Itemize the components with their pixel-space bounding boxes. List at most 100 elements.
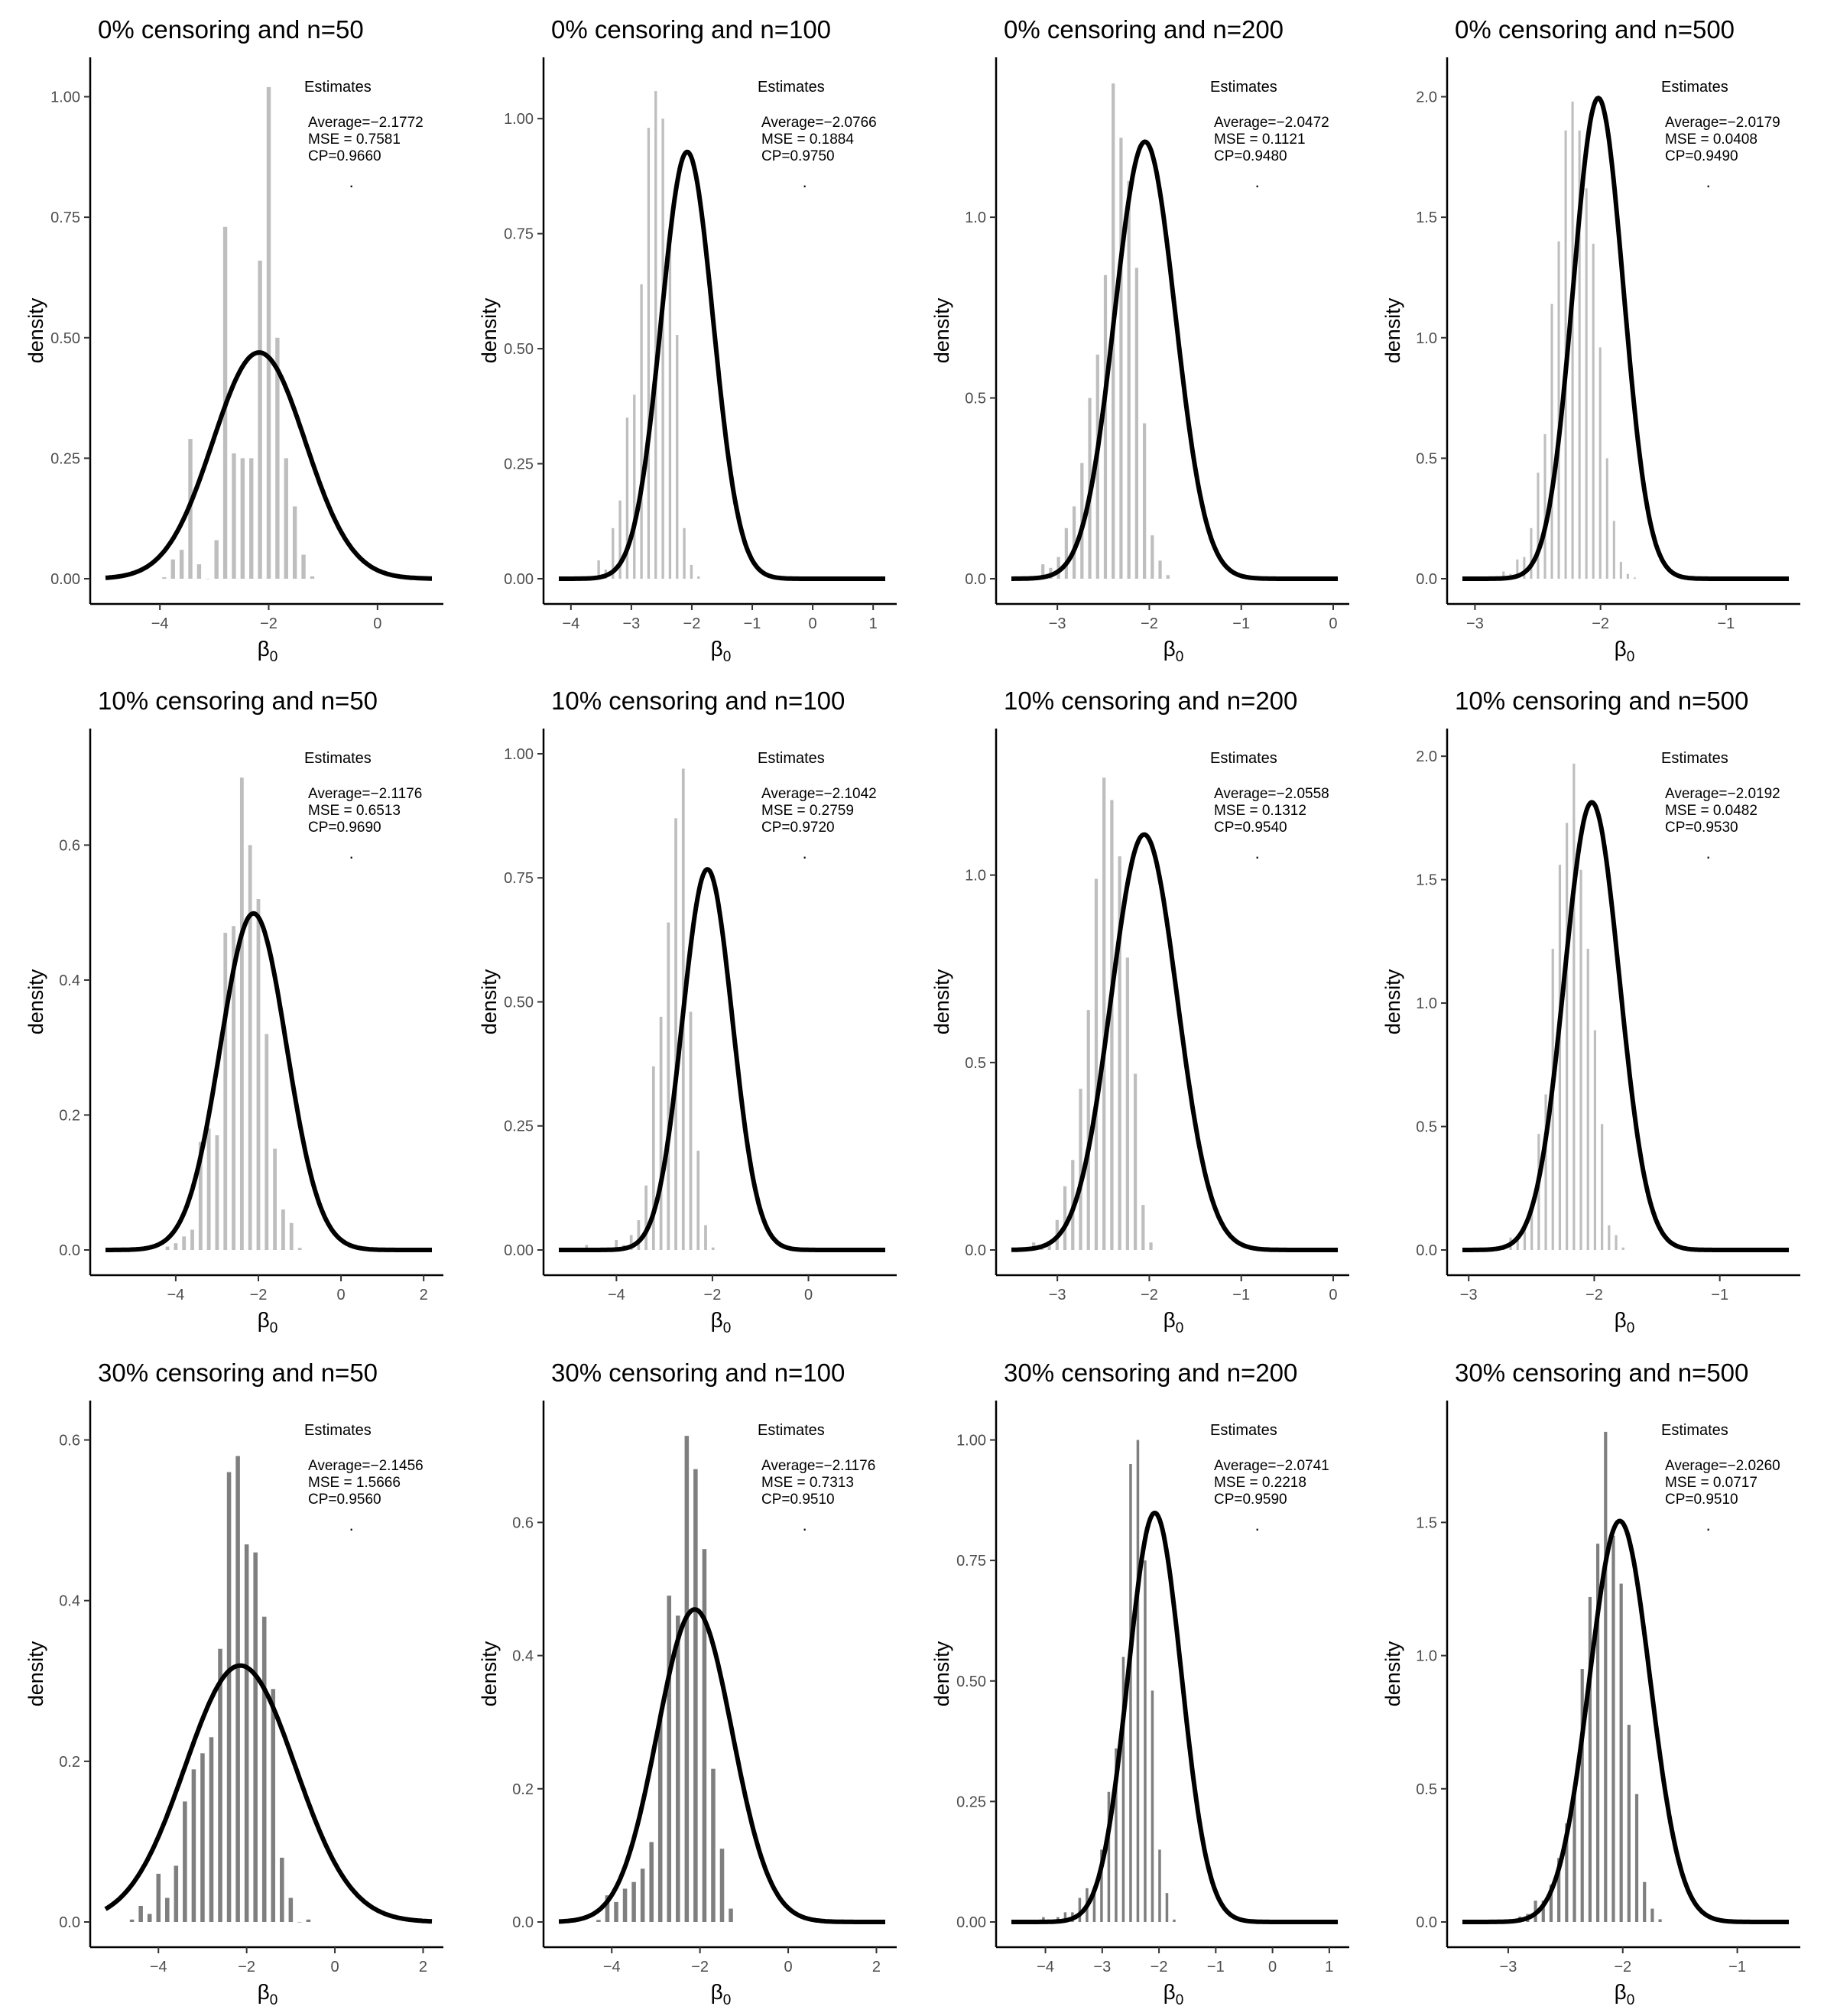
histogram-bar [667,922,670,1250]
chart-panel-1: 0% censoring and n=50 0.00 0.25 0.50 0.75 1.0… [24,15,443,665]
histogram-bar [1633,577,1636,579]
histogram-bar [719,1849,725,1922]
histogram-bar [1580,1669,1584,1922]
histogram-bar [1100,1849,1103,1922]
histogram-bar [292,506,297,579]
histogram-bar [174,1865,179,1922]
chart-title: 10% censoring and n=200 [1004,687,1297,715]
histogram-bar [640,284,643,579]
histogram-bar [696,1151,700,1250]
chart-title: 30% censoring and n=200 [1004,1359,1297,1387]
legend-title: Estimates [1661,79,1728,96]
histogram-bar [697,576,700,579]
x-tick-label: −1 [1232,615,1250,632]
x-tick-label: −1 [1728,1959,1746,1975]
x-tick-label: 0 [1329,1287,1337,1303]
y-tick-label: 0.0 [965,571,986,588]
y-tick-label: 0.5 [1416,450,1437,467]
histogram-bar [261,1616,267,1922]
histogram-bar [625,417,629,579]
chart-title: 30% censoring and n=50 [98,1359,378,1387]
y-tick-label: 1.0 [1416,1648,1437,1665]
histogram-bar [253,1552,258,1922]
x-tick-label: 2 [420,1287,428,1303]
y-axis-title: density [930,1641,953,1706]
legend-mse: MSE = 0.7581 [308,131,401,148]
histogram-bar [676,1615,680,1922]
normal-density-curve [1461,800,1790,1252]
x-tick-label: −2 [1141,1287,1158,1303]
y-tick-label: 1.0 [965,868,986,885]
histogram-bar [690,564,693,579]
histogram-bar [1595,1544,1600,1922]
y-tick-label: 1.5 [1416,209,1437,226]
histogram-bar [1110,800,1114,1250]
chart-title: 10% censoring and n=100 [551,687,845,715]
histogram-bar [1144,1560,1147,1922]
histogram-bar [689,1011,693,1250]
histogram-bar [657,1715,663,1922]
legend-mse: MSE = 0.1121 [1214,131,1306,148]
normal-density-curve [557,149,887,581]
legend-dot: · [1254,1519,1260,1538]
histogram-bar [275,337,280,579]
legend-mse: MSE = 0.0482 [1665,803,1757,819]
histogram-bar [165,1246,170,1250]
x-tick-label: −3 [1466,615,1484,632]
x-tick-label: −3 [1500,1959,1517,1975]
histogram-bar [1619,1583,1623,1922]
histogram-bar [1544,1094,1547,1250]
histogram-bar [1658,1919,1662,1922]
histogram-bar [209,1737,214,1922]
histogram-bar [1537,1134,1540,1250]
chart-title: 0% censoring and n=200 [1004,15,1284,44]
normal-density-curve [104,1663,433,1924]
histogram-bar [629,1235,633,1250]
histogram-bar [1133,1073,1138,1250]
histogram-bar [1523,557,1526,579]
histogram-bar [612,528,615,579]
histogram-bar [1086,1010,1090,1250]
chart-panel-8: 10% censoring and n=500 0.0 0.5 1.0 1.5 2.0 −3… [1381,687,1800,1336]
y-tick-label: 1.00 [504,746,534,763]
y-tick-label: 1.00 [50,89,80,106]
x-axis-title: β0 [258,1308,278,1336]
histogram-bar [165,1898,170,1922]
histogram-bar [226,1472,232,1922]
histogram-bar [1605,458,1608,579]
legend-mse: MSE = 0.6513 [308,803,401,819]
x-tick-label: 0 [804,1287,813,1303]
histogram-bar [649,1842,654,1922]
x-tick-label: −2 [683,615,701,632]
y-tick-label: 0.0 [1416,1242,1437,1259]
histogram-bar [654,91,657,579]
histogram-bar [301,554,306,579]
x-tick-label: 0 [330,1959,339,1975]
histogram-bar [640,1868,645,1922]
histogram-bar [1598,347,1602,579]
histogram-bar [1063,1186,1067,1250]
histogram-bar [239,778,244,1250]
y-tick-label: 0.75 [504,226,534,243]
chart-title: 30% censoring and n=500 [1455,1359,1748,1387]
histogram-bar [1578,130,1581,579]
legend-average: Average=−2.1456 [308,1458,424,1474]
x-tick-label: −1 [1711,1287,1728,1303]
legend-dot: · [1706,847,1711,866]
y-tick-label: 0.75 [956,1553,986,1570]
histogram-bar [235,1456,240,1922]
x-axis-title: β0 [711,637,732,665]
y-tick-label: 0.50 [50,330,80,347]
histogram-bar [597,560,600,579]
histogram-bar [218,1648,222,1922]
x-tick-label: −2 [1592,615,1609,632]
histogram-bar [659,1016,663,1250]
histogram-bar [223,933,228,1250]
normal-density-curve [557,867,887,1252]
legend-dot: · [1254,176,1260,195]
histogram-bar [1125,957,1129,1250]
histogram-bar [1566,823,1569,1250]
y-tick-label: 0.2 [59,1754,80,1771]
